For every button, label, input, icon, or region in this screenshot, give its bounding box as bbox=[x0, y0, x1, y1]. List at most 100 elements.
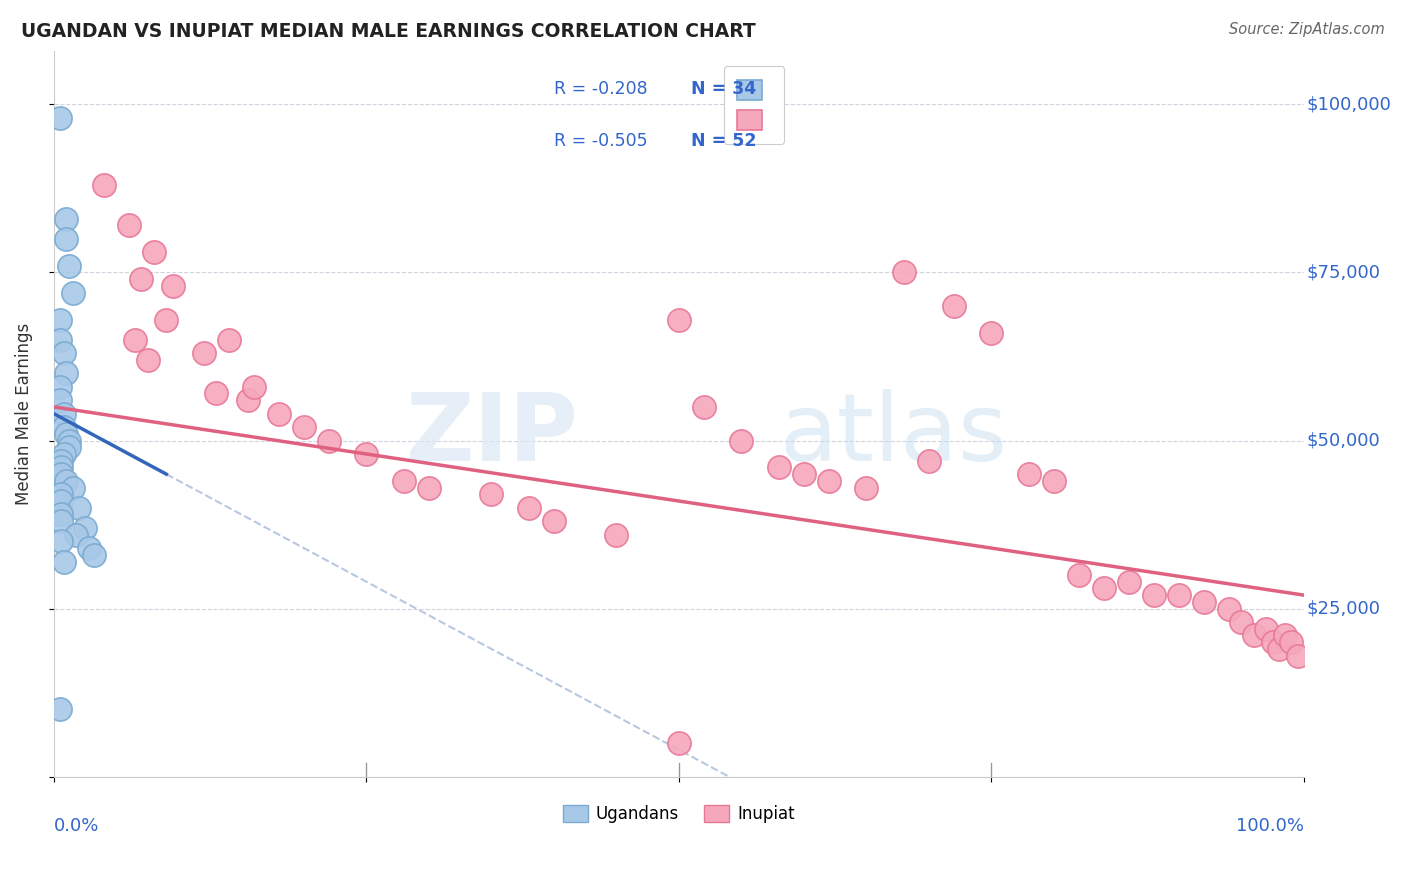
Point bbox=[83, 548, 105, 562]
Point bbox=[55, 211, 77, 226]
Point bbox=[980, 326, 1002, 340]
Text: UGANDAN VS INUPIAT MEDIAN MALE EARNINGS CORRELATION CHART: UGANDAN VS INUPIAT MEDIAN MALE EARNINGS … bbox=[21, 22, 756, 41]
Text: $100,000: $100,000 bbox=[1306, 95, 1392, 113]
Point bbox=[1067, 568, 1090, 582]
Point bbox=[55, 367, 77, 381]
Legend: Ugandans, Inupiat: Ugandans, Inupiat bbox=[555, 798, 801, 830]
Point bbox=[58, 440, 80, 454]
Point bbox=[1281, 635, 1303, 649]
Point bbox=[93, 178, 115, 193]
Point bbox=[1168, 588, 1191, 602]
Point bbox=[162, 279, 184, 293]
Text: $75,000: $75,000 bbox=[1306, 263, 1381, 282]
Text: N = 52: N = 52 bbox=[692, 132, 756, 151]
Point bbox=[1192, 595, 1215, 609]
Text: R = -0.505: R = -0.505 bbox=[554, 132, 648, 151]
Text: Source: ZipAtlas.com: Source: ZipAtlas.com bbox=[1229, 22, 1385, 37]
Point bbox=[855, 481, 877, 495]
Point bbox=[52, 346, 75, 360]
Point bbox=[893, 265, 915, 279]
Point bbox=[318, 434, 340, 448]
Text: atlas: atlas bbox=[779, 390, 1007, 482]
Point bbox=[51, 508, 73, 522]
Point bbox=[67, 500, 90, 515]
Point bbox=[768, 460, 790, 475]
Point bbox=[392, 474, 415, 488]
Text: $50,000: $50,000 bbox=[1306, 432, 1381, 450]
Point bbox=[1261, 635, 1284, 649]
Point bbox=[668, 312, 690, 326]
Point bbox=[517, 500, 540, 515]
Point bbox=[1092, 582, 1115, 596]
Point bbox=[543, 514, 565, 528]
Point bbox=[51, 453, 73, 467]
Text: 0.0%: 0.0% bbox=[53, 816, 100, 835]
Point bbox=[55, 426, 77, 441]
Point bbox=[49, 393, 72, 408]
Point bbox=[693, 400, 716, 414]
Point bbox=[1243, 628, 1265, 642]
Point bbox=[124, 333, 146, 347]
Point bbox=[51, 460, 73, 475]
Point bbox=[51, 534, 73, 549]
Point bbox=[1256, 622, 1278, 636]
Point bbox=[356, 447, 378, 461]
Point bbox=[292, 420, 315, 434]
Point bbox=[51, 487, 73, 501]
Point bbox=[52, 555, 75, 569]
Point bbox=[1143, 588, 1166, 602]
Point bbox=[218, 333, 240, 347]
Point bbox=[62, 481, 84, 495]
Point bbox=[55, 232, 77, 246]
Text: $25,000: $25,000 bbox=[1306, 599, 1381, 617]
Point bbox=[51, 494, 73, 508]
Point bbox=[1043, 474, 1066, 488]
Point bbox=[118, 219, 141, 233]
Point bbox=[49, 702, 72, 716]
Point bbox=[479, 487, 502, 501]
Y-axis label: Median Male Earnings: Median Male Earnings bbox=[15, 323, 32, 505]
Point bbox=[49, 312, 72, 326]
Point bbox=[75, 521, 97, 535]
Point bbox=[55, 474, 77, 488]
Point bbox=[793, 467, 815, 482]
Point bbox=[668, 736, 690, 750]
Point bbox=[1286, 648, 1309, 663]
Point bbox=[1268, 641, 1291, 656]
Point bbox=[267, 407, 290, 421]
Point bbox=[155, 312, 177, 326]
Point bbox=[1230, 615, 1253, 629]
Point bbox=[131, 272, 153, 286]
Point bbox=[1218, 601, 1240, 615]
Text: N = 34: N = 34 bbox=[692, 80, 756, 98]
Point bbox=[136, 352, 159, 367]
Text: R = -0.208: R = -0.208 bbox=[554, 80, 648, 98]
Point bbox=[142, 245, 165, 260]
Point bbox=[605, 527, 627, 541]
Point bbox=[49, 333, 72, 347]
Point bbox=[52, 420, 75, 434]
Point bbox=[49, 380, 72, 394]
Point bbox=[65, 527, 87, 541]
Point bbox=[418, 481, 440, 495]
Point bbox=[58, 259, 80, 273]
Point bbox=[1274, 628, 1296, 642]
Point bbox=[58, 434, 80, 448]
Point bbox=[942, 299, 965, 313]
Point bbox=[77, 541, 100, 555]
Point bbox=[205, 386, 228, 401]
Point bbox=[193, 346, 215, 360]
Point bbox=[51, 514, 73, 528]
Point bbox=[1118, 574, 1140, 589]
Point bbox=[1018, 467, 1040, 482]
Point bbox=[236, 393, 259, 408]
Point bbox=[243, 380, 266, 394]
Point bbox=[818, 474, 841, 488]
Point bbox=[49, 111, 72, 125]
Point bbox=[62, 285, 84, 300]
Point bbox=[918, 453, 941, 467]
Point bbox=[52, 407, 75, 421]
Text: 100.0%: 100.0% bbox=[1236, 816, 1303, 835]
Text: ZIP: ZIP bbox=[406, 390, 579, 482]
Point bbox=[52, 447, 75, 461]
